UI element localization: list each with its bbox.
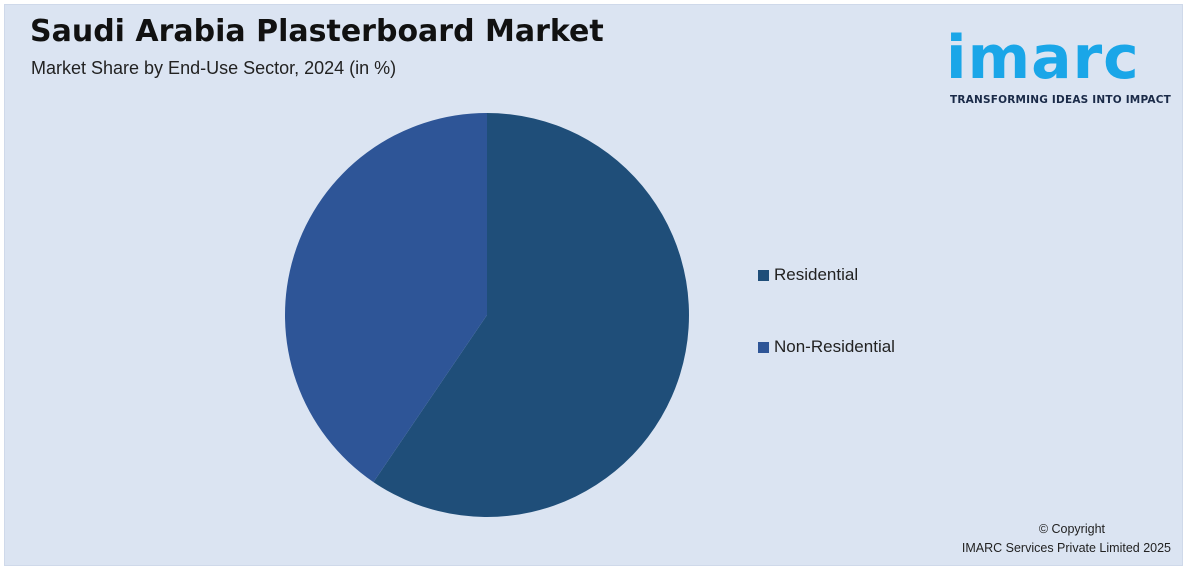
copyright-line-2: IMARC Services Private Limited 2025 [961,541,1171,555]
chart-subtitle: Market Share by End-Use Sector, 2024 (in… [31,58,397,78]
imarc-logo: imarc TRANSFORMING IDEAS INTO IMPACT [940,10,1172,110]
chart-title: Saudi Arabia Plasterboard Market [30,14,604,49]
legend-swatch-non-residential [758,341,769,353]
legend-swatch-residential [758,269,769,281]
legend-label-non-residential: Non-Residential [774,337,895,356]
logo-tagline: TRANSFORMING IDEAS INTO IMPACT [950,94,1171,106]
legend-item-non-residential: Non-Residential [758,334,895,360]
copyright-notice: © Copyright IMARC Services Private Limit… [962,520,1171,558]
chart-legend: Residential Non-Residential [758,262,895,406]
legend-item-residential: Residential [758,262,895,288]
copyright-line-1: © Copyright [1038,522,1105,536]
logo-wordmark: imarc [946,23,1140,93]
legend-label-residential: Residential [774,265,859,284]
pie-slice-non-residential [285,113,487,483]
pie-slice-residential [373,113,689,517]
